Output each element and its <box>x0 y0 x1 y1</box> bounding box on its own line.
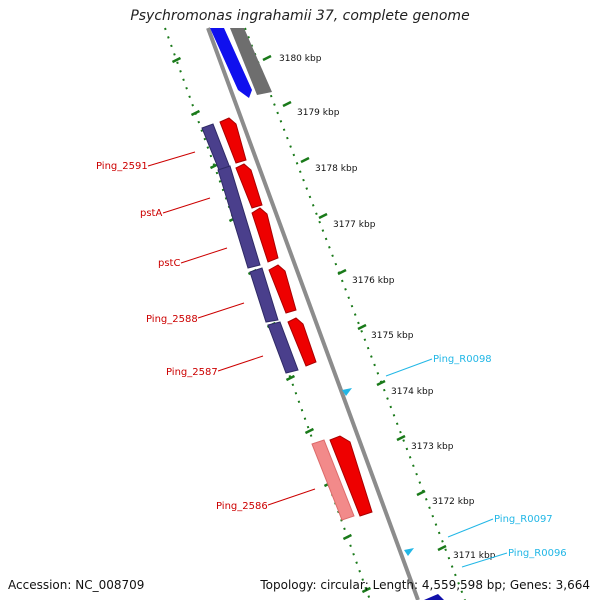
genome-stats-label: Topology: circular; Length: 4,559,598 bp… <box>260 578 590 592</box>
gene-label-gpstA[interactable]: pstA <box>140 208 162 219</box>
gene-label-g2587[interactable]: Ping_2587 <box>166 367 218 378</box>
outer-tick <box>318 212 328 220</box>
cds-blue-feature <box>210 28 252 98</box>
gene-label-gpstC[interactable]: pstC <box>158 258 180 269</box>
inner-tick <box>190 109 201 117</box>
tick-label-t3174: 3174 kbp <box>391 387 434 397</box>
tick-label-t3179: 3179 kbp <box>297 108 340 118</box>
map-title: Psychromonas ingrahamii 37, complete gen… <box>130 8 470 24</box>
gene-ping-2588-block[interactable] <box>267 321 299 374</box>
inner-tick <box>304 427 314 435</box>
tick-label-t3171: 3171 kbp <box>453 551 496 561</box>
outer-tick <box>337 268 347 276</box>
outer-tick <box>396 434 406 442</box>
gene-red-2[interactable] <box>235 163 263 209</box>
tick-label-t3172: 3172 kbp <box>432 497 475 507</box>
tick-label-t3177: 3177 kbp <box>333 220 376 230</box>
outer-ruler-ticks <box>262 54 447 552</box>
bottom-blue-feature <box>424 594 444 600</box>
outer-tick <box>376 379 386 387</box>
gene-label-g2586[interactable]: Ping_2586 <box>216 501 268 512</box>
gene-pstc-block[interactable] <box>249 267 279 323</box>
outer-tick <box>282 100 292 108</box>
outer-tick <box>357 323 367 331</box>
inner-tick <box>361 586 371 594</box>
outer-ruler <box>244 27 466 600</box>
gene-label-g2588[interactable]: Ping_2588 <box>146 314 198 325</box>
tick-label-t3176: 3176 kbp <box>352 276 395 286</box>
inner-tick <box>285 374 295 382</box>
leader-line-r0098 <box>385 358 433 377</box>
gene-label-g2591[interactable]: Ping_2591 <box>96 161 148 172</box>
gene-label-r0097[interactable]: Ping_R0097 <box>494 514 553 525</box>
inner-tick <box>171 56 182 64</box>
leader-line-r0097 <box>447 518 494 538</box>
cds-gray-feature <box>230 28 272 95</box>
tick-labels: 3180 kbp 3179 kbp 3178 kbp 3177 kbp 3176 kbp… <box>279 54 496 561</box>
outer-tick <box>300 156 310 164</box>
gene-red-4[interactable] <box>268 264 297 314</box>
tick-label-t3178: 3178 kbp <box>315 164 358 174</box>
gene-label-r0096[interactable]: Ping_R0096 <box>508 548 567 559</box>
tick-label-t3173: 3173 kbp <box>411 442 454 452</box>
forward-strand-genes <box>219 117 373 517</box>
gene-red-5[interactable] <box>287 317 317 367</box>
leader-line-gpstA <box>162 197 211 214</box>
outer-tick <box>437 544 447 552</box>
leader-line-g2587 <box>217 355 264 372</box>
gene-red-1[interactable] <box>219 117 247 164</box>
leader-line-g2588 <box>197 302 245 319</box>
rna-arrow-2 <box>404 548 414 556</box>
inner-tick <box>342 533 352 541</box>
leader-line-g2586 <box>267 488 316 506</box>
leader-line-gpstC <box>180 247 228 264</box>
leader-line-r0096 <box>461 552 508 568</box>
leader-line-g2591 <box>147 151 196 167</box>
gene-labels: Ping_2591 pstA pstC Ping_2588 Ping_2587 Ping_… <box>96 151 567 568</box>
tick-label-t3175: 3175 kbp <box>371 331 414 341</box>
outer-tick <box>262 54 272 62</box>
gene-red-3[interactable] <box>251 207 279 263</box>
gene-label-r0098[interactable]: Ping_R0098 <box>433 354 492 365</box>
backbone-line <box>206 27 420 600</box>
outer-tick <box>416 489 426 497</box>
accession-label: Accession: NC_008709 <box>8 578 145 592</box>
reverse-strand-genes <box>201 123 299 374</box>
gene-psta-block[interactable] <box>217 165 261 269</box>
tick-label-t3180: 3180 kbp <box>279 54 322 64</box>
gene-red-6[interactable] <box>329 435 373 517</box>
gene-ping-2586-light[interactable] <box>311 439 355 521</box>
rna-arrow-1 <box>342 388 352 396</box>
